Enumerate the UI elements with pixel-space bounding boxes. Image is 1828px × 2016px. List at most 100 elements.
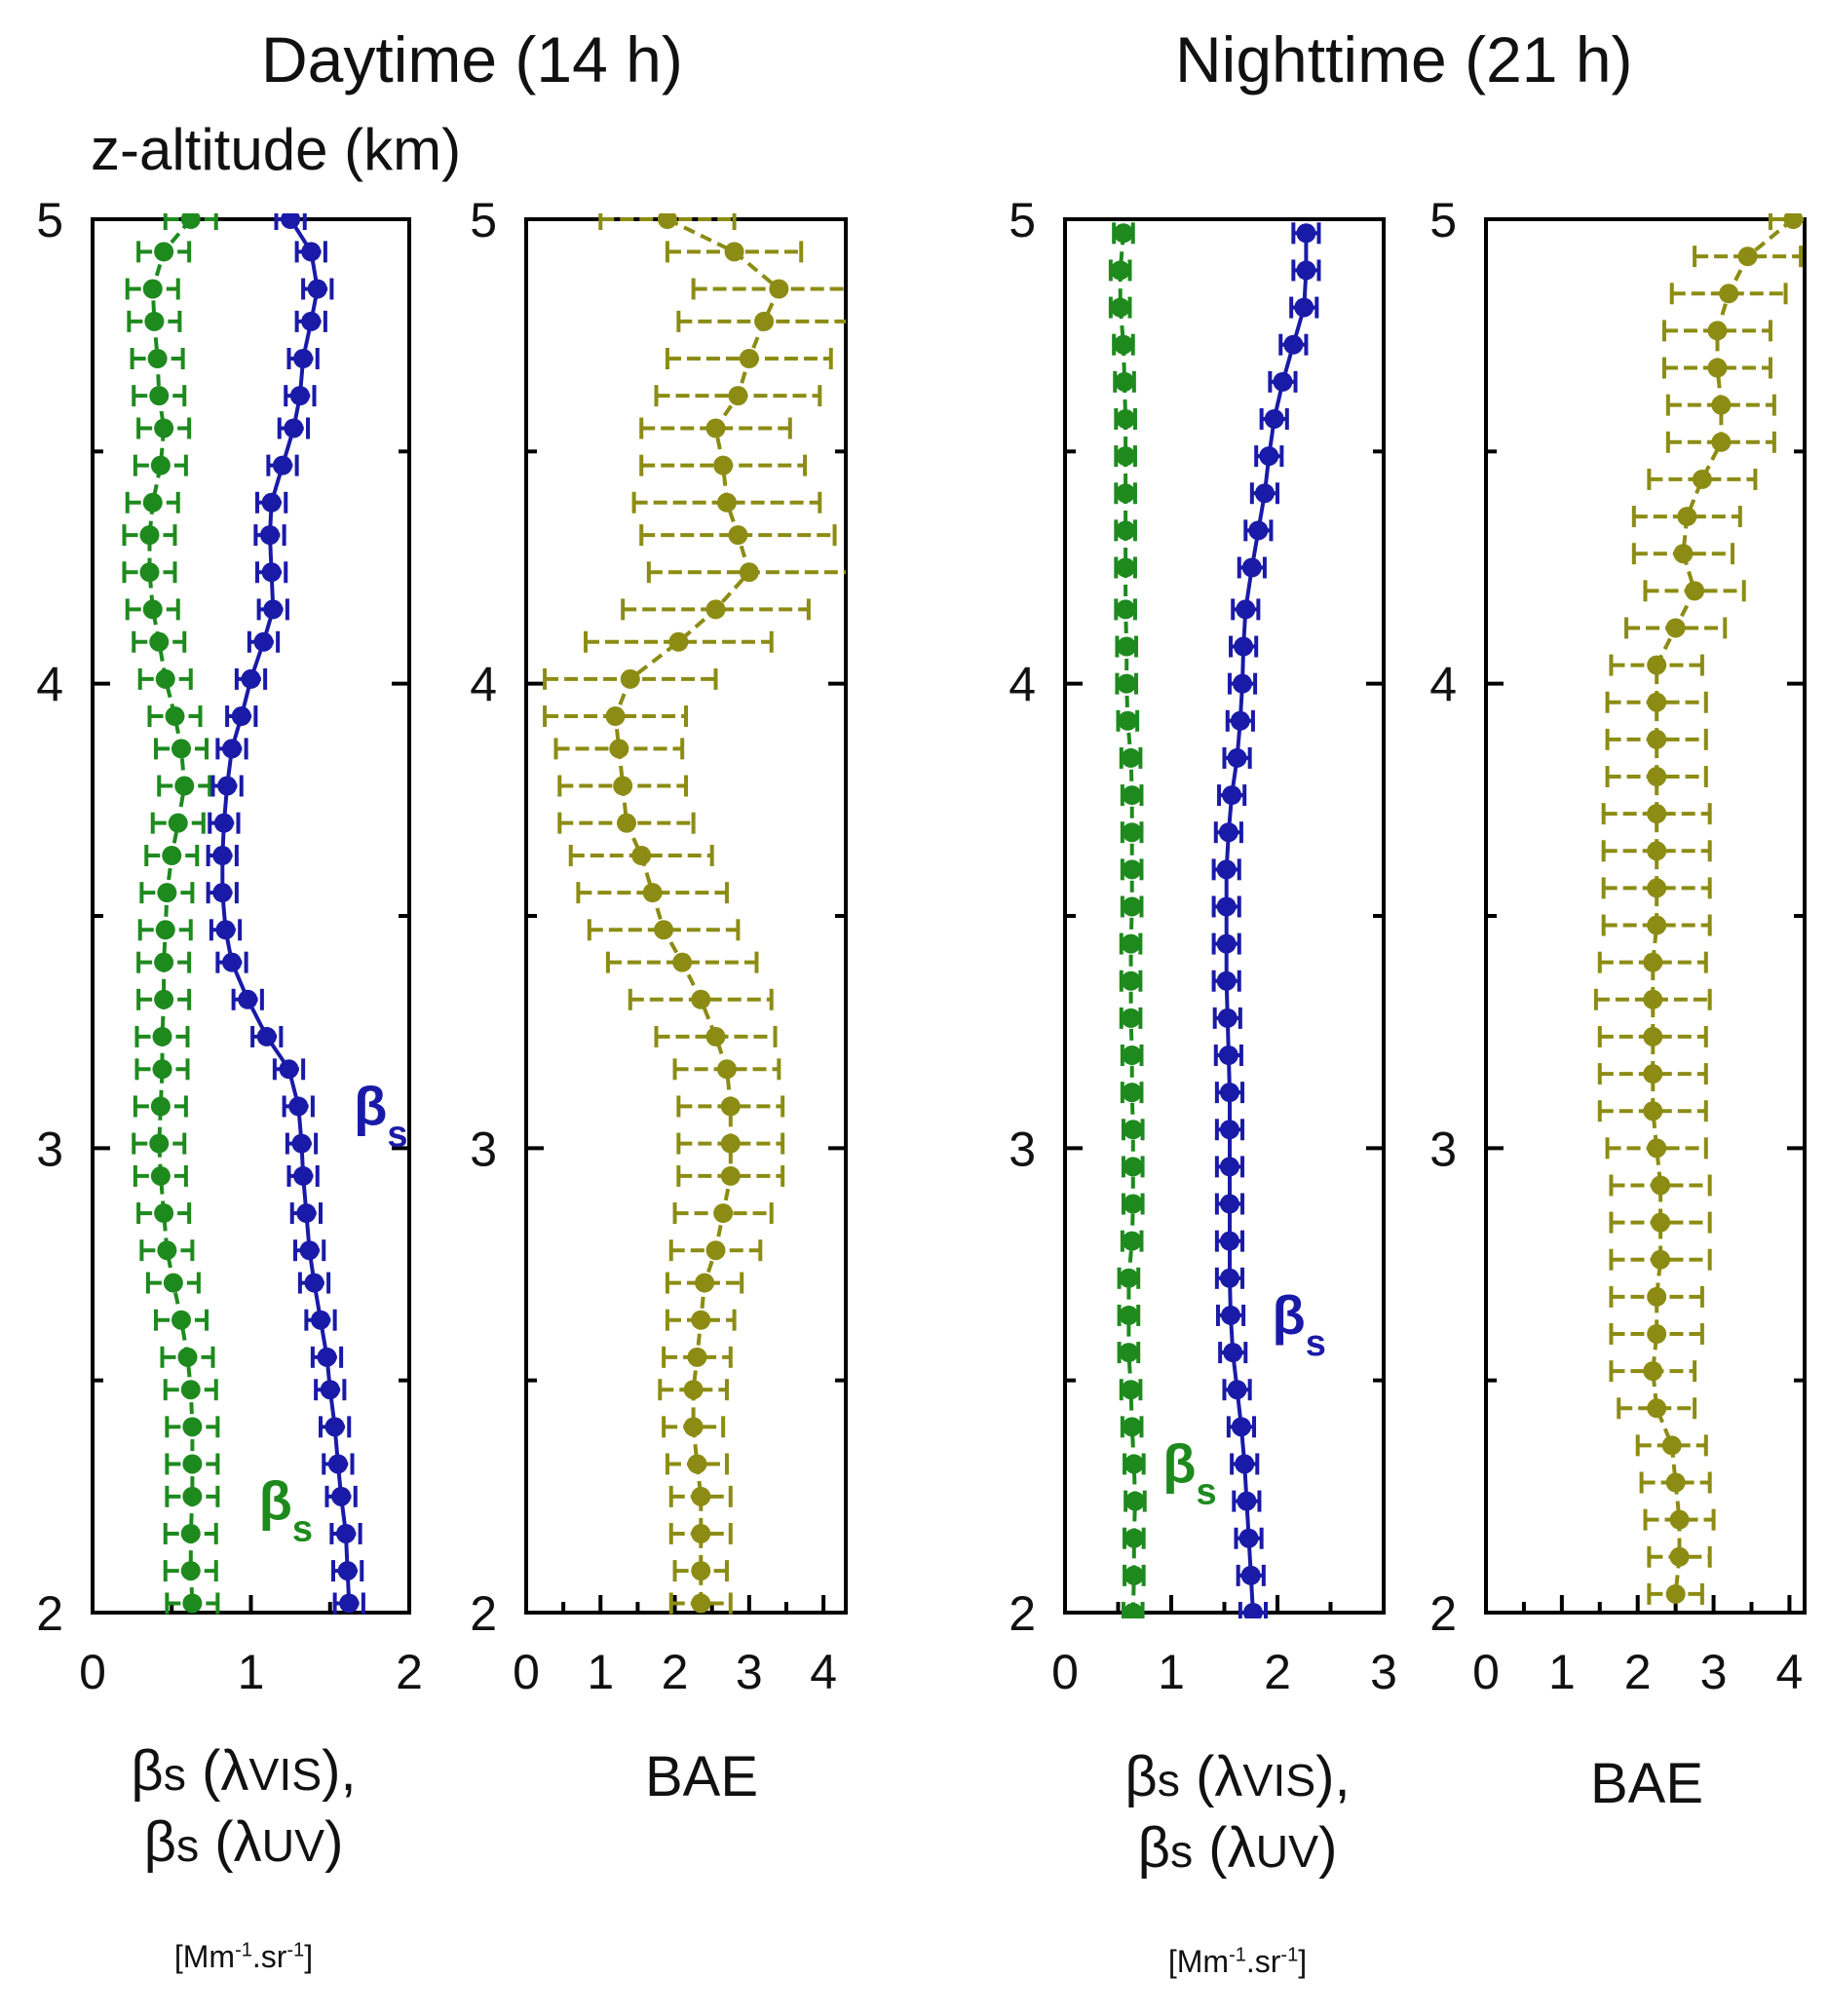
x-label-day-beta: βs (λVIS), βs (λUV): [131, 1739, 357, 1874]
data-point: [668, 631, 689, 652]
data-point: [705, 1026, 726, 1046]
series-BAE: [543, 213, 846, 1615]
data-point: [1233, 673, 1253, 694]
data-point: [163, 1273, 183, 1293]
data-point: [631, 846, 652, 866]
data-point: [1221, 1305, 1241, 1325]
data-point: [1123, 1157, 1143, 1177]
data-point: [1122, 859, 1142, 880]
x-tick-label: 3: [1700, 1645, 1728, 1699]
data-point: [324, 1417, 345, 1437]
data-point: [691, 1593, 711, 1614]
data-point: [1643, 1026, 1663, 1046]
data-point: [147, 349, 168, 368]
data-point: [162, 846, 182, 866]
x-tick-label: 3: [736, 1645, 763, 1699]
data-point: [1647, 729, 1667, 749]
data-point: [289, 386, 310, 406]
data-point: [291, 1133, 312, 1154]
data-point: [177, 1347, 198, 1367]
data-point: [1222, 785, 1242, 806]
data-point: [613, 776, 633, 796]
data-point: [1121, 970, 1141, 991]
data-point: [1737, 247, 1758, 267]
series-beta_VIS: [1108, 222, 1147, 1618]
data-point: [261, 492, 282, 513]
data-point: [1219, 1120, 1239, 1140]
data-point: [716, 1059, 737, 1080]
data-point: [1719, 284, 1739, 304]
data-point: [150, 1165, 171, 1186]
data-point: [1110, 297, 1130, 318]
data-point: [1116, 408, 1136, 429]
series-line: [1118, 233, 1137, 1614]
data-point: [1218, 822, 1238, 843]
y-tick-label: 2: [470, 1586, 497, 1641]
data-point: [705, 1240, 726, 1261]
data-point: [1647, 878, 1667, 898]
data-point: [142, 279, 163, 299]
data-point: [142, 599, 163, 620]
data-point: [336, 1523, 356, 1543]
data-point: [1123, 1454, 1144, 1474]
data-point: [1661, 1435, 1682, 1456]
data-point: [1651, 1212, 1671, 1233]
data-point: [683, 1380, 704, 1400]
data-point: [142, 492, 163, 513]
series-line: [147, 217, 195, 1604]
data-point: [157, 883, 177, 903]
data-point: [213, 813, 234, 833]
data-point: [1122, 1083, 1142, 1103]
data-point: [281, 213, 301, 229]
x-tick-label: 4: [1776, 1645, 1804, 1699]
data-point: [1116, 557, 1136, 578]
data-point: [754, 311, 775, 331]
data-point: [1122, 1231, 1142, 1251]
units-night: [Mm-1.sr-1]: [1167, 1944, 1308, 1979]
data-point: [212, 846, 233, 866]
data-point: [1123, 1565, 1144, 1585]
x-label-night-beta: βs (λVIS), βs (λUV): [1124, 1745, 1351, 1880]
data-point: [695, 1273, 715, 1293]
data-point: [654, 920, 674, 940]
data-point: [739, 349, 759, 368]
data-point: [261, 562, 282, 583]
series-line: [613, 217, 781, 1604]
data-point: [1647, 1324, 1667, 1344]
data-point: [256, 1026, 277, 1046]
data-point: [182, 1454, 203, 1474]
data-point: [1238, 1528, 1259, 1548]
data-point: [1219, 1231, 1239, 1251]
data-point: [1123, 1120, 1143, 1140]
data-point: [691, 1310, 711, 1330]
data-point: [1643, 989, 1663, 1009]
data-point: [1219, 1268, 1239, 1288]
data-point: [263, 599, 284, 620]
data-point: [769, 279, 789, 299]
data-point: [180, 1380, 201, 1400]
data-point: [296, 1203, 317, 1224]
data-point: [180, 1561, 201, 1581]
data-point: [713, 1203, 734, 1224]
data-point: [1123, 1603, 1143, 1618]
chart-day-beta: 2 3 4 5 0 1 2 βs βs: [36, 193, 423, 1699]
data-point: [1230, 710, 1250, 731]
y-tick-label: 5: [1009, 193, 1036, 247]
y-tick-label: 5: [36, 193, 63, 247]
data-point: [155, 668, 175, 689]
data-point: [174, 776, 195, 796]
y-tick-label: 4: [470, 658, 497, 712]
data-point: [327, 1454, 348, 1474]
data-point: [1218, 1046, 1238, 1065]
data-point: [1216, 859, 1237, 880]
series-beta_UV: [206, 213, 365, 1615]
series-beta_VIS: [122, 213, 220, 1615]
data-point: [293, 349, 314, 368]
data-point: [1235, 1454, 1255, 1474]
data-point: [1711, 432, 1732, 452]
data-point: [149, 631, 170, 652]
y-tick-label: 3: [1009, 1122, 1036, 1176]
data-point: [1647, 915, 1667, 935]
data-point: [149, 386, 170, 406]
x-tick-label: 1: [238, 1645, 265, 1699]
